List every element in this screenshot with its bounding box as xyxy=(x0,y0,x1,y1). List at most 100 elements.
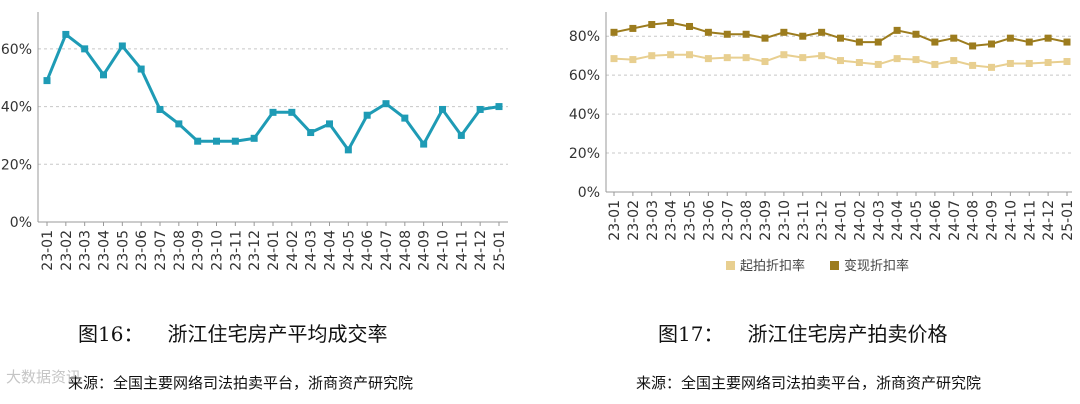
data-point xyxy=(912,30,920,38)
x-tick-label: 23-04 xyxy=(97,230,113,271)
data-point xyxy=(667,51,675,59)
x-tick-label: 23-01 xyxy=(40,230,56,271)
data-point xyxy=(1006,59,1014,67)
x-tick-label: 24-04 xyxy=(890,200,906,241)
data-point xyxy=(648,21,656,29)
data-point xyxy=(874,60,882,68)
data-point xyxy=(401,114,409,122)
data-point xyxy=(723,30,731,38)
data-point xyxy=(950,57,958,65)
data-point xyxy=(1025,38,1033,46)
x-tick-label: 24-06 xyxy=(360,230,376,271)
data-point xyxy=(231,137,239,145)
y-tick-label: 40% xyxy=(1,100,32,116)
x-tick-label: 23-11 xyxy=(796,200,812,241)
x-tick-label: 24-07 xyxy=(379,230,395,271)
data-point xyxy=(307,129,315,137)
data-point xyxy=(100,71,107,79)
x-tick-label: 23-12 xyxy=(815,200,831,241)
x-tick-label: 24-02 xyxy=(285,230,301,271)
data-point xyxy=(1025,59,1033,67)
legend-label: 变现折扣率 xyxy=(844,258,909,274)
data-point xyxy=(439,105,446,113)
figure-16-number: 图16： xyxy=(78,322,144,346)
x-tick-label: 24-11 xyxy=(454,230,470,271)
x-tick-label: 24-11 xyxy=(1022,200,1038,241)
data-point xyxy=(629,56,637,64)
y-tick-label: 40% xyxy=(569,107,600,123)
figure-17-caption: 图17： 浙江住宅房产拍卖价格 xyxy=(658,318,947,347)
x-tick-label: 23-03 xyxy=(645,200,661,241)
data-point xyxy=(818,52,826,60)
data-point xyxy=(495,103,503,111)
x-tick-label: 24-01 xyxy=(266,230,282,271)
x-tick-label: 23-02 xyxy=(626,200,642,241)
x-tick-label: 24-03 xyxy=(304,230,320,271)
data-point xyxy=(156,105,164,113)
figure-17-source: 来源：全国主要网络司法拍卖平台，浙商资产研究院 xyxy=(636,374,982,392)
y-tick-label: 60% xyxy=(1,42,32,58)
data-point xyxy=(250,134,258,142)
series-line xyxy=(613,21,1068,47)
y-tick-label: 20% xyxy=(569,146,600,162)
x-tick-label: 23-01 xyxy=(607,200,623,241)
watermark: 大数据资讯 xyxy=(6,368,82,386)
data-point xyxy=(81,45,89,53)
data-point xyxy=(137,65,145,73)
data-point xyxy=(931,60,939,68)
data-point xyxy=(950,34,958,42)
x-tick-label: 24-01 xyxy=(834,200,850,241)
x-tick-label: 24-08 xyxy=(398,230,414,271)
data-point xyxy=(761,34,769,42)
data-point xyxy=(780,28,788,36)
data-point xyxy=(326,120,333,128)
x-tick-label: 23-09 xyxy=(191,230,207,271)
data-point xyxy=(382,100,390,108)
data-point xyxy=(837,57,844,65)
x-tick-label: 23-06 xyxy=(134,230,150,271)
data-point xyxy=(1006,34,1014,42)
auction-price-chart: 0%20%40%60%80%23-01 23-02 23-03 23-04 23-05 2… xyxy=(569,12,1076,274)
data-point xyxy=(742,54,750,62)
x-tick-label: 24-04 xyxy=(323,230,339,271)
figure-17-title: 浙江住宅房产拍卖价格 xyxy=(747,322,948,346)
x-tick-label: 24-07 xyxy=(947,200,963,241)
data-point xyxy=(648,52,656,60)
data-point xyxy=(704,55,712,63)
data-point xyxy=(818,28,826,36)
data-point xyxy=(1044,59,1052,66)
data-point xyxy=(893,55,901,63)
y-tick-label: 20% xyxy=(1,157,32,173)
x-tick-label: 23-09 xyxy=(758,200,774,241)
x-tick-label: 25-01 xyxy=(1060,200,1076,241)
data-point xyxy=(1063,38,1071,46)
x-tick-label: 24-03 xyxy=(871,200,887,241)
x-tick-label: 24-06 xyxy=(928,200,944,241)
data-point xyxy=(893,26,901,34)
x-tick-label: 23-10 xyxy=(777,200,793,241)
transaction-rate-chart: 0%20%40%60%23-01 23-02 23-03 23-04 23-05 23-0… xyxy=(1,12,508,271)
data-point xyxy=(1044,34,1052,42)
data-point xyxy=(799,54,807,62)
x-tick-label: 24-10 xyxy=(1003,200,1019,241)
data-point xyxy=(629,24,637,32)
data-point xyxy=(723,54,731,62)
data-point xyxy=(855,38,863,46)
x-tick-label: 24-12 xyxy=(473,230,489,271)
data-point xyxy=(43,77,51,85)
data-point xyxy=(799,32,807,40)
x-tick-label: 23-04 xyxy=(664,200,680,241)
x-tick-label: 24-10 xyxy=(436,230,452,271)
data-point xyxy=(761,58,769,66)
data-point xyxy=(288,108,296,116)
data-point xyxy=(1063,58,1071,66)
data-point xyxy=(686,51,693,59)
figure-16-caption: 图16： 浙江住宅房产平均成交率 xyxy=(78,318,387,347)
data-point xyxy=(118,42,126,50)
data-point xyxy=(420,140,428,148)
data-point xyxy=(988,63,995,71)
data-point xyxy=(988,40,995,48)
x-tick-label: 23-05 xyxy=(115,230,131,271)
legend-label: 起拍折扣率 xyxy=(740,258,805,274)
legend-marker xyxy=(830,261,839,270)
